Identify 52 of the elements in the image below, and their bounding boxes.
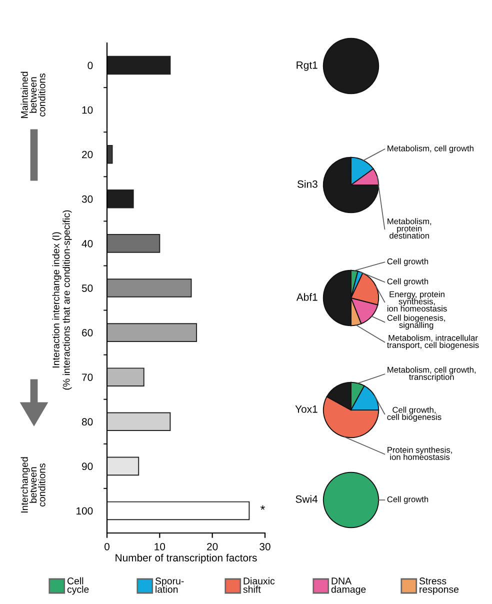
y-tick-label: 10 <box>82 106 93 114</box>
pie-slice <box>322 156 380 214</box>
x-axis-title: Number of transcription factors <box>116 554 257 564</box>
slice-label: Metabolism, intracellular transport, cell biogenesis <box>387 334 479 350</box>
x-tick-label: 10 <box>154 542 166 550</box>
bar <box>107 190 134 208</box>
text: Maintained between conditions <box>20 72 46 118</box>
text: Sin3 <box>297 180 318 188</box>
text: Interchanged between conditions <box>20 457 46 512</box>
slice-label: Cell biogenesis, signalling <box>387 314 445 330</box>
annotation: * <box>260 505 265 510</box>
y-tick-label: 100 <box>76 507 93 515</box>
y-tick-label: 70 <box>82 374 93 381</box>
bar <box>107 278 192 298</box>
bar <box>107 368 144 386</box>
slice-label: Cell growth <box>387 278 428 286</box>
bar <box>107 323 198 342</box>
x-tick-label: 0 <box>104 542 110 550</box>
y-tick-label: 20 <box>82 150 93 158</box>
y-tick-label: 30 <box>82 195 93 203</box>
text: Rgt1 <box>296 62 318 71</box>
slice-label: Metabolism, cell growth, transcription <box>388 366 476 382</box>
bar <box>107 234 160 253</box>
category-label: Stress response <box>419 578 459 595</box>
bar <box>107 412 171 432</box>
slice-label: Protein synthesis, ion homeostasis <box>388 446 452 460</box>
text: Swi4 <box>296 495 318 503</box>
y-tick-label: 40 <box>82 240 93 248</box>
bar <box>107 456 140 476</box>
text: Yox1 <box>295 406 318 413</box>
category-label: Cell cycle <box>67 577 89 595</box>
category-label: DNA damage <box>331 578 366 595</box>
bar <box>107 144 113 164</box>
slice-label: Cell growth <box>387 496 428 504</box>
bar <box>107 501 250 520</box>
category-label: Diauxic shift <box>243 577 275 593</box>
y-tick-label: 60 <box>82 329 93 336</box>
slice-label: Energy, protein synthesis, ion homeostasis <box>387 291 447 312</box>
slice-label: Cell growth, cell biogenesis <box>387 406 442 422</box>
y-tick-label: 0 <box>88 62 93 70</box>
slice-label: Metabolism, protein destination <box>388 218 432 239</box>
category-label: Sporu- lation <box>155 578 184 593</box>
y-tick-label: 80 <box>82 418 93 426</box>
text: Abf1 <box>296 293 318 301</box>
y-axis-title: Interaction interchange index (I) (% interactions that are condition-specific) <box>52 210 72 390</box>
x-tick-label: 30 <box>260 542 270 550</box>
slice-label: Cell growth <box>387 258 428 266</box>
y-tick-label: 50 <box>82 284 93 292</box>
x-tick-label: 20 <box>207 542 218 550</box>
bar <box>107 56 171 75</box>
slice-label: Metabolism, cell growth <box>388 145 474 153</box>
y-tick-label: 90 <box>82 462 93 470</box>
